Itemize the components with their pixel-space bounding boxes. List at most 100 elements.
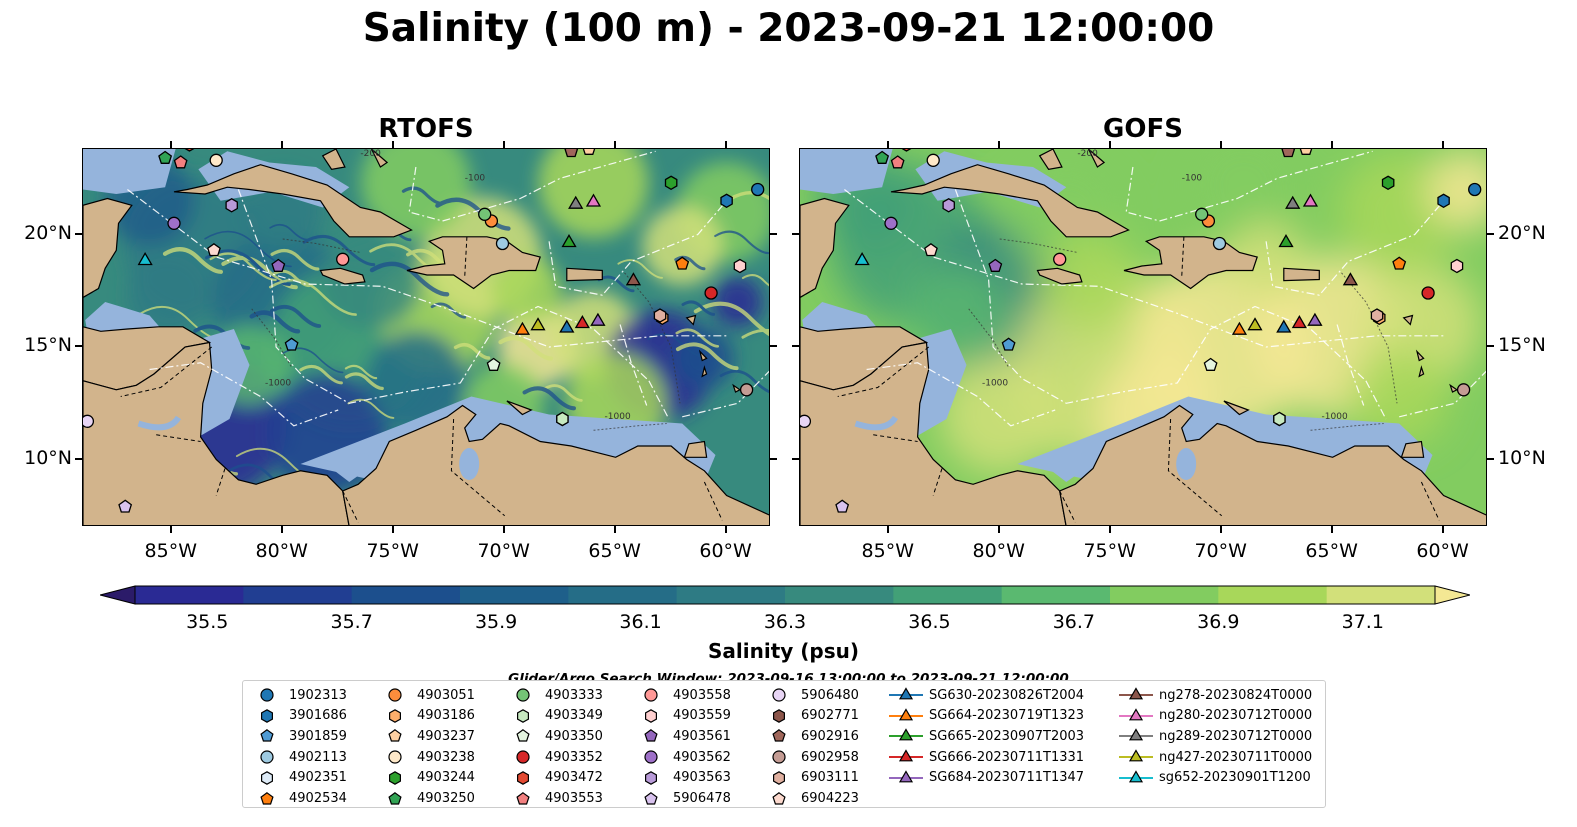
circle-marker-icon — [516, 688, 530, 702]
pentagon-marker-icon — [644, 791, 658, 805]
circle-marker-icon — [772, 750, 786, 764]
colorbar — [100, 585, 1470, 605]
hexagon-marker-icon — [388, 708, 401, 723]
marker-4903350 — [1203, 357, 1218, 371]
figure-title: Salinity (100 m) - 2023-09-21 12:00:00 — [362, 6, 1215, 51]
marker-ng280-20230712t0000 — [1302, 193, 1319, 207]
lat-tick-mark — [792, 457, 799, 460]
marker-4903244 — [1381, 175, 1395, 191]
marker-4903250 — [875, 150, 890, 164]
legend-entry: 4902534 — [257, 789, 347, 809]
lon-tick-mark — [391, 141, 394, 148]
lon-tick-mark — [1441, 141, 1444, 148]
marker-ng278-20230824t0000 — [1342, 272, 1359, 286]
lon-tick-mark — [724, 141, 727, 148]
marker-4903238 — [926, 153, 940, 167]
lon-tick-mark — [1441, 526, 1444, 533]
lon-tick-mark — [1330, 141, 1333, 148]
marker-4903563 — [942, 198, 955, 213]
marker-4903238 — [209, 153, 223, 167]
marker-4903350 — [486, 357, 501, 371]
lon-tick-mark — [502, 526, 505, 533]
legend-entry: sg652-20230901T1200 — [1119, 768, 1311, 788]
pentagon-marker-icon — [772, 729, 786, 742]
marker-4903244 — [664, 175, 678, 191]
colorbar-tick-label: 36.3 — [763, 611, 807, 633]
marker-6904223 — [207, 243, 221, 257]
lat-tick-label: 10°N — [24, 446, 72, 469]
lon-tick-label: 85°W — [144, 540, 197, 562]
marker-sg684-20230711t1347 — [590, 312, 606, 326]
lon-tick-label: 80°W — [255, 540, 308, 562]
lon-tick-mark — [280, 526, 283, 533]
marker-6902958 — [739, 383, 754, 397]
marker-6902916 — [564, 149, 579, 158]
marker-sg666-20230711t1331 — [1291, 314, 1307, 329]
lon-tick-label: 65°W — [1305, 540, 1358, 562]
pentagon-marker-icon — [388, 729, 402, 742]
panel-title-gofs: GOFS — [1103, 114, 1183, 144]
legend-entry: SG665-20230907T2003 — [889, 726, 1084, 746]
legend-entry: 6903111 — [769, 768, 859, 788]
triangle-marker-icon — [1119, 770, 1153, 783]
svg-text:-200: -200 — [1077, 149, 1098, 159]
triangle-marker-icon — [1119, 749, 1153, 762]
marker-4903352 — [704, 286, 718, 300]
marker-5906480 — [83, 414, 95, 428]
svg-text:-100: -100 — [1182, 174, 1203, 184]
marker-4903561 — [271, 258, 286, 272]
map-panel-gofs[interactable]: -1000 -200 -100 -1000 — [799, 148, 1487, 526]
marker-6903111 — [653, 308, 667, 323]
marker-4903333 — [478, 207, 492, 221]
lon-tick-label: 80°W — [972, 540, 1025, 562]
legend-entry: ng278-20230824T0000 — [1119, 685, 1312, 705]
colorbar-tick-label: 37.1 — [1341, 611, 1384, 633]
pentagon-marker-icon — [260, 791, 274, 805]
circle-marker-icon — [388, 688, 402, 702]
marker-6903111 — [1370, 308, 1384, 323]
legend-entry: 6904223 — [769, 789, 859, 809]
lon-tick-mark — [502, 141, 505, 148]
legend-entry: 4903250 — [385, 789, 475, 809]
colorbar-tick-label: 35.5 — [186, 611, 229, 633]
marker-4903237 — [1299, 149, 1313, 155]
lat-tick-label: 20°N — [1498, 221, 1546, 244]
hexagon-marker-icon — [644, 770, 657, 785]
marker-4903553 — [173, 155, 188, 169]
map-panel-rtofs[interactable]: -1000 -200 -100 -1000 — [82, 148, 770, 526]
colorbar-tick-label: 36.7 — [1052, 611, 1096, 633]
marker-5906478 — [118, 499, 133, 513]
lon-tick-label: 65°W — [588, 540, 641, 562]
marker-4903562 — [884, 216, 898, 230]
svg-text:-1000: -1000 — [265, 378, 291, 388]
marker-4902534 — [1392, 256, 1407, 270]
lat-tick-mark — [792, 345, 799, 347]
lat-tick-label: 15°N — [24, 334, 72, 356]
marker-sg664-20230719t1323 — [514, 321, 531, 335]
lon-tick-mark — [280, 141, 283, 148]
marker-4903558 — [336, 252, 350, 266]
panel-title-rtofs: RTOFS — [378, 114, 474, 144]
colorbar-label: Salinity (psu) — [707, 639, 859, 663]
marker-4903250 — [158, 150, 173, 164]
lon-tick-label: 70°W — [1194, 540, 1247, 562]
marker-4903237 — [582, 149, 596, 155]
marker-ng289-20230712t0000 — [1285, 195, 1301, 209]
marker-ng280-20230712t0000 — [585, 193, 602, 207]
marker-ng427-20230711t0000 — [1247, 317, 1263, 331]
lat-tick-mark — [75, 345, 82, 347]
legend-entry: 4903244 — [385, 768, 475, 788]
marker-4903352 — [1421, 286, 1435, 300]
marker-3901859 — [1001, 337, 1016, 351]
legend-entry: 4903558 — [641, 685, 731, 705]
hexagon-marker-icon — [260, 770, 273, 785]
lat-tick-mark — [1487, 232, 1494, 235]
lon-tick-mark — [613, 141, 616, 148]
marker-4903559 — [733, 258, 747, 274]
circle-marker-icon — [260, 750, 274, 764]
legend-entry: 1902313 — [257, 685, 347, 705]
lon-tick-mark — [169, 526, 172, 533]
legend-entry: 4903051 — [385, 685, 475, 705]
svg-text:-200: -200 — [360, 149, 381, 159]
marker-ng289-20230712t0000 — [568, 195, 584, 209]
